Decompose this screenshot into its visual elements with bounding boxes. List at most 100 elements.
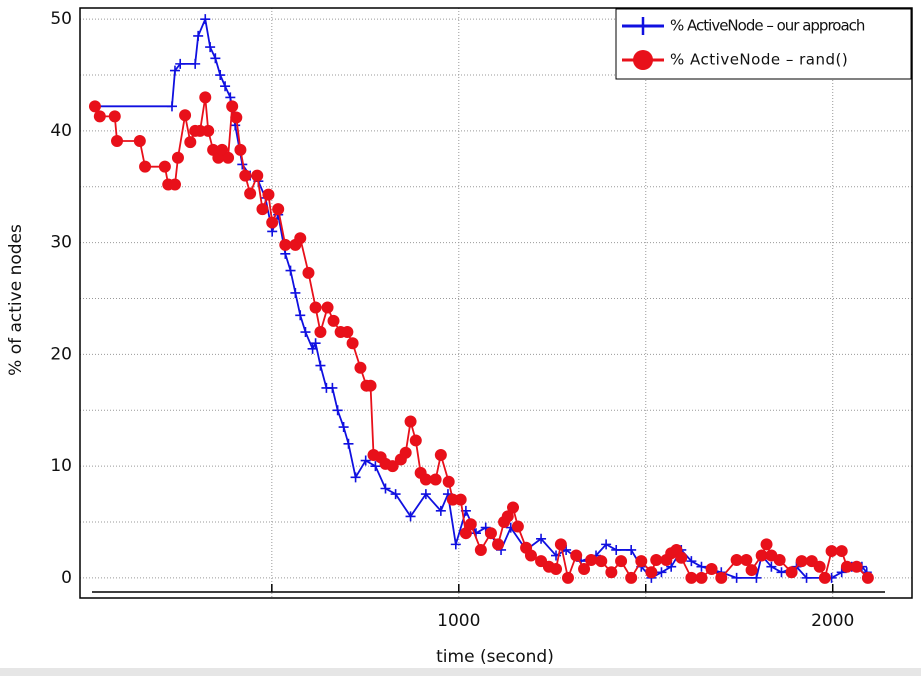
y-tick-label: 30 [50, 233, 72, 253]
point-marker [454, 493, 467, 506]
point-marker [215, 70, 226, 81]
point-marker [290, 287, 301, 298]
point-marker [605, 566, 618, 579]
point-marker [370, 461, 381, 472]
point-marker [300, 327, 311, 338]
point-marker [626, 544, 637, 555]
point-marker [310, 338, 321, 349]
point-marker [302, 266, 315, 279]
point-marker [294, 232, 307, 245]
series-line [94, 16, 868, 580]
point-marker [861, 571, 874, 584]
point-marker [399, 446, 412, 459]
point-marker [696, 561, 707, 572]
point-marker [835, 545, 848, 558]
point-marker [175, 58, 186, 69]
series-layer [88, 14, 874, 584]
point-marker [380, 483, 391, 494]
point-marker [434, 448, 447, 461]
point-marker [773, 554, 786, 567]
point-marker [686, 556, 697, 567]
x-tick-label: 1000 [437, 611, 480, 631]
point-marker [179, 109, 192, 122]
point-marker [199, 91, 212, 104]
y-tick-label: 50 [50, 9, 72, 29]
point-marker [350, 472, 361, 483]
point-marker [625, 571, 638, 584]
point-marker [226, 100, 239, 113]
legend: % ActiveNode – our approach % ActiveNode … [615, 8, 912, 80]
point-marker [595, 555, 608, 568]
series [88, 91, 874, 584]
y-axis-label: % of active nodes [6, 224, 26, 376]
y-tick-label: 20 [50, 344, 72, 364]
point-marker [230, 111, 243, 124]
point-marker [850, 560, 863, 573]
legend-box [615, 8, 912, 80]
point-marker [464, 518, 477, 531]
point-marker [321, 301, 334, 314]
point-marker [222, 151, 235, 164]
point-marker [429, 473, 442, 486]
point-marker [420, 489, 431, 500]
point-marker [813, 560, 826, 573]
point-marker [158, 160, 171, 173]
point-marker [611, 544, 622, 555]
point-marker [327, 314, 340, 327]
point-marker [360, 455, 371, 466]
y-tick-label: 40 [50, 121, 72, 141]
series-line [94, 97, 869, 582]
point-marker [272, 203, 285, 216]
point-marker [327, 382, 338, 393]
point-marker [93, 110, 106, 123]
point-marker [731, 572, 742, 583]
point-marker [193, 30, 204, 41]
point-marker [656, 567, 667, 578]
point-marker [364, 379, 377, 392]
point-marker [751, 572, 762, 583]
point-marker [536, 533, 547, 544]
point-marker [450, 539, 461, 550]
point-marker [585, 554, 598, 567]
point-marker [256, 203, 269, 216]
point-marker [554, 538, 567, 551]
point-marker [314, 326, 327, 339]
point-marker [650, 554, 663, 567]
point-marker [601, 539, 612, 550]
legend-label: % ActiveNode – rand() [670, 51, 848, 69]
point-marker [285, 265, 296, 276]
point-marker [615, 555, 628, 568]
point-marker [171, 151, 184, 164]
point-marker [645, 566, 658, 579]
point-marker [202, 124, 215, 137]
point-marker [409, 434, 422, 447]
y-tick-label: 0 [61, 568, 72, 588]
point-marker [442, 475, 455, 488]
point-marker [111, 134, 124, 147]
point-marker [511, 520, 524, 533]
point-marker [695, 571, 708, 584]
point-marker [279, 238, 292, 251]
point-marker [332, 405, 343, 416]
point-marker [262, 188, 275, 201]
point-marker [818, 571, 831, 584]
point-marker [705, 562, 718, 575]
point-marker [685, 571, 698, 584]
point-marker [139, 160, 152, 173]
point-marker [234, 143, 247, 156]
point-marker [801, 572, 812, 583]
point-marker [338, 422, 349, 433]
point-marker [785, 566, 798, 579]
point-marker [524, 549, 537, 562]
point-marker [108, 110, 121, 123]
point-marker [205, 42, 216, 53]
point-marker [168, 178, 181, 191]
point-marker [561, 571, 574, 584]
point-marker [578, 562, 591, 575]
point-marker [435, 505, 446, 516]
point-marker [776, 567, 787, 578]
plot-frame [79, 7, 913, 599]
point-marker [484, 527, 497, 540]
point-marker [220, 81, 231, 92]
